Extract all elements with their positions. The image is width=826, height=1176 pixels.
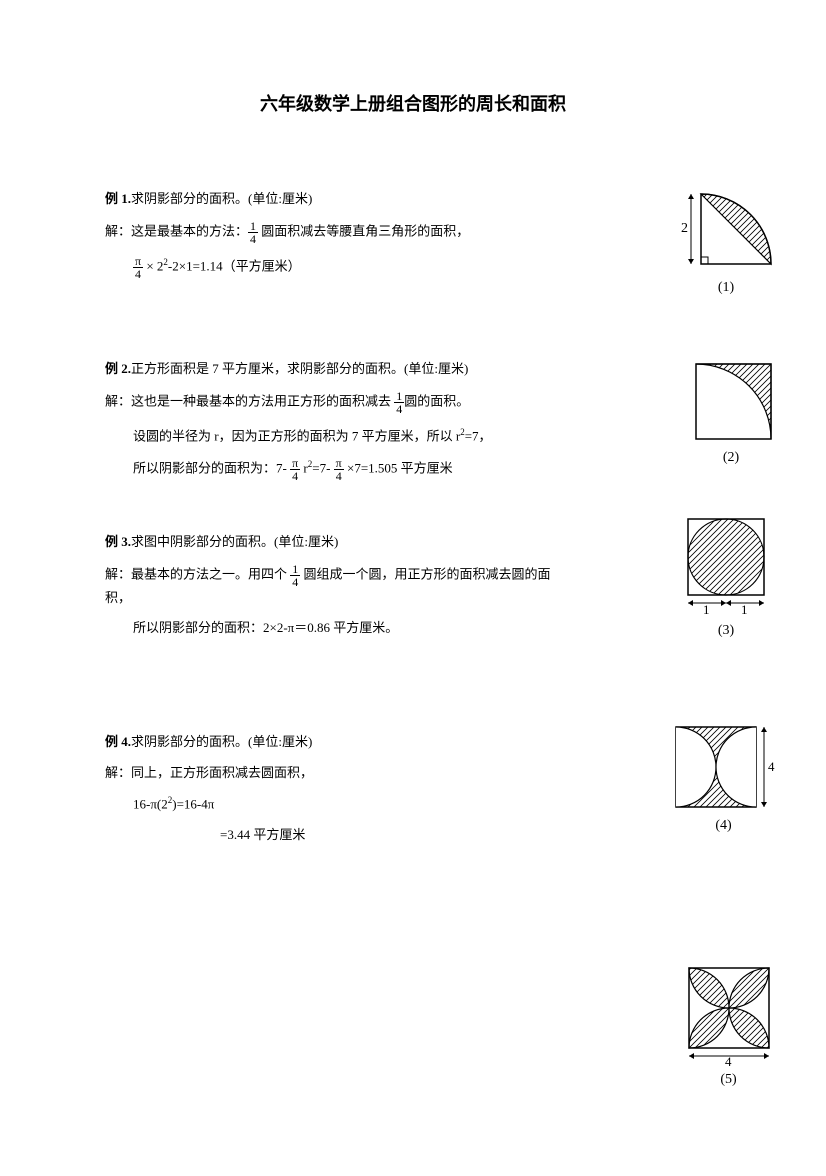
p2-sol3-pre: 所以阴影部分的面积为：7- bbox=[133, 460, 290, 475]
problem-2: 例 2.正方形面积是 7 平方厘米，求阴影部分的面积。(单位:厘米) 解：这也是… bbox=[105, 359, 721, 482]
p2-sol3-mid: =7- bbox=[312, 460, 333, 475]
page-title: 六年级数学上册组合图形的周长和面积 bbox=[105, 90, 721, 119]
p2-heading: 正方形面积是 7 平方厘米，求阴影部分的面积。(单位:厘米) bbox=[131, 361, 468, 376]
problem-5: 4 (5) bbox=[105, 966, 721, 1076]
p1-sol1-post: 圆面积减去等腰直角三角形的面积， bbox=[258, 223, 469, 238]
fig3-label: (3) bbox=[676, 620, 776, 642]
p1-sol1-pre: 解：这是最基本的方法： bbox=[105, 223, 248, 238]
figure-5: 4 (5) bbox=[681, 966, 776, 1091]
p3-heading: 求图中阴影部分的面积。(单位:厘米) bbox=[131, 534, 338, 549]
p4-sol2-post: )=16-4π bbox=[172, 797, 214, 812]
p2-sol2-tail: =7， bbox=[465, 428, 492, 443]
problem-4: 例 4.求阴影部分的面积。(单位:厘米) 解：同上，正方形面积减去圆面积， 16… bbox=[105, 732, 721, 847]
svg-text:1: 1 bbox=[703, 602, 710, 617]
figure-1: 2 (1) bbox=[676, 189, 776, 299]
p4-sol2-pre: 16-π( bbox=[133, 797, 161, 812]
p4-heading: 求阴影部分的面积。(单位:厘米) bbox=[131, 734, 312, 749]
frac-1-4-b: 14 bbox=[394, 390, 404, 415]
p2-sol2: 设圆的半径为 r，因为正方形的面积为 7 平方厘米，所以 bbox=[133, 428, 456, 443]
p4-sol1: 解：同上，正方形面积减去圆面积， bbox=[105, 765, 313, 780]
frac-1-4: 14 bbox=[248, 220, 258, 245]
frac-pi-4: π4 bbox=[133, 255, 143, 280]
figure-4: 4 (4) bbox=[671, 722, 776, 837]
fig4-label: (4) bbox=[671, 815, 776, 837]
figure-2: (2) bbox=[686, 359, 776, 469]
p2-label: 例 2. bbox=[105, 361, 131, 376]
p3-sol2: 所以阴影部分的面积：2×2-π＝0.86 平方厘米。 bbox=[133, 620, 398, 635]
p1-sol2-tail: -2×1=1.14（平方厘米） bbox=[168, 258, 301, 273]
p1-heading: 求阴影部分的面积。(单位:厘米) bbox=[131, 191, 312, 206]
frac-1-4-c: 14 bbox=[290, 563, 300, 588]
problem-3: 例 3.求图中阴影部分的面积。(单位:厘米) 解：最基本的方法之一。用四个 14… bbox=[105, 532, 721, 642]
p2-sol1-pre: 解：这也是一种最基本的方法用正方形的面积减去 bbox=[105, 393, 394, 408]
svg-text:2: 2 bbox=[681, 221, 688, 236]
fig2-label: (2) bbox=[686, 447, 776, 469]
fig5-label: (5) bbox=[681, 1069, 776, 1091]
p4-label: 例 4. bbox=[105, 734, 131, 749]
p1-label: 例 1. bbox=[105, 191, 131, 206]
frac-pi-4-b: π4 bbox=[290, 457, 300, 482]
fig1-label: (1) bbox=[676, 277, 776, 299]
svg-text:1: 1 bbox=[741, 602, 748, 617]
p1-sol2-mid: × bbox=[143, 258, 157, 273]
p3-label: 例 3. bbox=[105, 534, 131, 549]
figure-3: 1 1 (3) bbox=[676, 517, 776, 642]
p2-sol1-post: 圆的面积。 bbox=[404, 393, 469, 408]
svg-text:4: 4 bbox=[725, 1054, 732, 1066]
svg-text:4: 4 bbox=[768, 759, 775, 774]
p3-sol1-pre: 解：最基本的方法之一。用四个 bbox=[105, 566, 290, 581]
p4-sol3: =3.44 平方厘米 bbox=[220, 827, 305, 842]
problem-1: 例 1.求阴影部分的面积。(单位:厘米) 解：这是最基本的方法：14 圆面积减去… bbox=[105, 189, 721, 299]
p2-sol3-post: ×7=1.505 平方厘米 bbox=[344, 460, 453, 475]
frac-pi-4-c: π4 bbox=[334, 457, 344, 482]
